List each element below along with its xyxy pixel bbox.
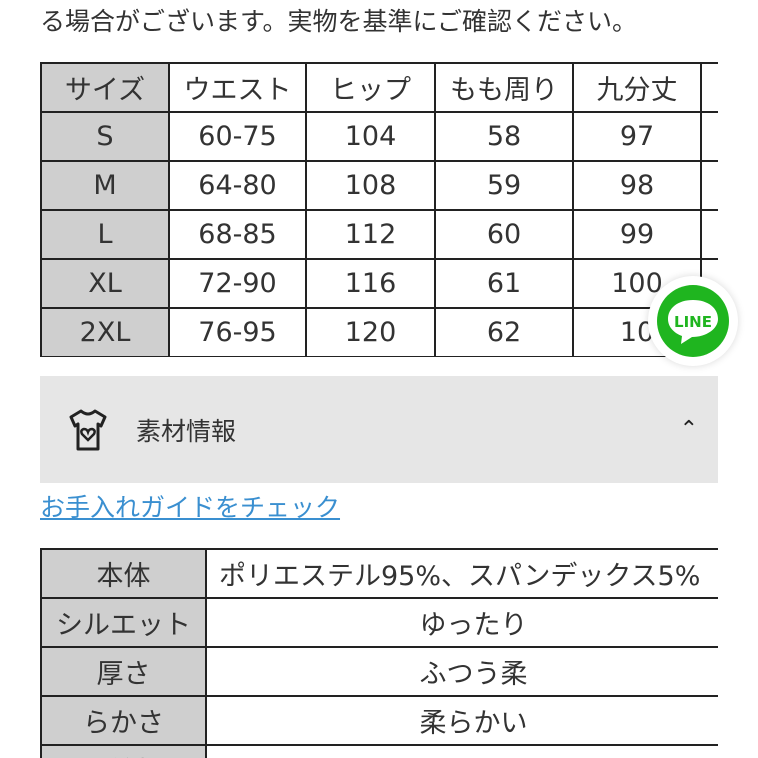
care-guide-link[interactable]: お手入れガイドをチェック [40,493,341,522]
material-table-row: らかさ 柔らかい [40,695,718,746]
material-value-cell [205,744,718,758]
line-label: LINE [674,313,712,331]
material-label-cell: らかさ [40,695,207,746]
size-value-cell: 116 [305,258,436,309]
size-table-wrapper: サイズ ウエスト ヒップ もも周り 九分丈 S 60-75 104 58 97 M 64-8… [40,62,718,357]
size-label-cell: L [40,209,170,260]
size-value-cell: 112 [305,209,436,260]
size-value-cell [700,160,718,211]
size-value-cell: 98 [572,160,702,211]
t-shirt-heart-icon [69,409,107,450]
size-value-cell: 59 [434,160,574,211]
size-value-cell: 61 [434,258,574,309]
size-value-cell: 64-80 [168,160,307,211]
size-value-cell: 104 [305,111,436,162]
material-table-row: 本体 ポリエステル95%、スパンデックス5% [40,548,718,599]
size-table-row: S 60-75 104 58 97 [40,111,718,162]
size-table-row: XL 72-90 116 61 100 [40,258,718,309]
material-table: 本体 ポリエステル95%、スパンデックス5% シルエット ゆったり 厚さ ふつう柔 らかさ柔… [40,548,718,758]
size-table-row: 2XL 76-95 120 62 10 [40,307,718,357]
material-accordion-header[interactable]: 素材情報 ⌃ [40,376,718,483]
header-cell: ヒップ [305,62,436,113]
size-value-cell: 72-90 [168,258,307,309]
material-table-row: シルエット ゆったり [40,597,718,648]
material-section-title: 素材情報 [136,416,237,446]
size-table-row: L 68-85 112 60 99 [40,209,718,260]
size-value-cell: 99 [572,209,702,260]
material-label-cell: 伸縮性 [40,744,207,758]
size-note: る場合がございます。実物を基準にご確認ください。 [40,7,638,36]
size-value-cell: 60 [434,209,574,260]
header-cell [700,62,718,113]
material-table-row: 伸縮性 [40,744,718,758]
size-value-cell: 60-75 [168,111,307,162]
material-value-cell: ポリエステル95%、スパンデックス5% [205,548,718,599]
size-label-cell: 2XL [40,307,170,357]
size-label-cell: XL [40,258,170,309]
size-value-cell: 108 [305,160,436,211]
header-cell: 九分丈 [572,62,702,113]
size-value-cell: 76-95 [168,307,307,357]
header-cell: サイズ [40,62,170,113]
material-value-cell: ふつう柔 [205,646,718,697]
material-table-wrapper: 本体 ポリエステル95%、スパンデックス5% シルエット ゆったり 厚さ ふつう柔 らかさ柔… [40,548,718,758]
header-cell: もも周り [434,62,574,113]
line-icon: LINE [657,285,729,357]
size-value-cell: 68-85 [168,209,307,260]
line-chat-button[interactable]: LINE [648,276,738,366]
size-value-cell [700,111,718,162]
material-value-cell: 柔らかい [205,695,718,746]
chevron-up-icon[interactable]: ⌃ [679,417,698,442]
material-label-cell: シルエット [40,597,207,648]
header-cell: ウエスト [168,62,307,113]
size-value-cell: 58 [434,111,574,162]
size-table-header: サイズ ウエスト ヒップ もも周り 九分丈 [40,62,718,113]
size-value-cell: 62 [434,307,574,357]
size-value-cell: 97 [572,111,702,162]
material-label-cell: 厚さ [40,646,207,697]
size-label-cell: M [40,160,170,211]
size-label-cell: S [40,111,170,162]
material-label-cell: 本体 [40,548,207,599]
size-value-cell: 120 [305,307,436,357]
size-table: サイズ ウエスト ヒップ もも周り 九分丈 S 60-75 104 58 97 M 64-8… [40,62,718,357]
material-value-cell: ゆったり [205,597,718,648]
material-table-row: 厚さ ふつう柔 [40,646,718,697]
size-table-row: M 64-80 108 59 98 [40,160,718,211]
size-value-cell [700,209,718,260]
